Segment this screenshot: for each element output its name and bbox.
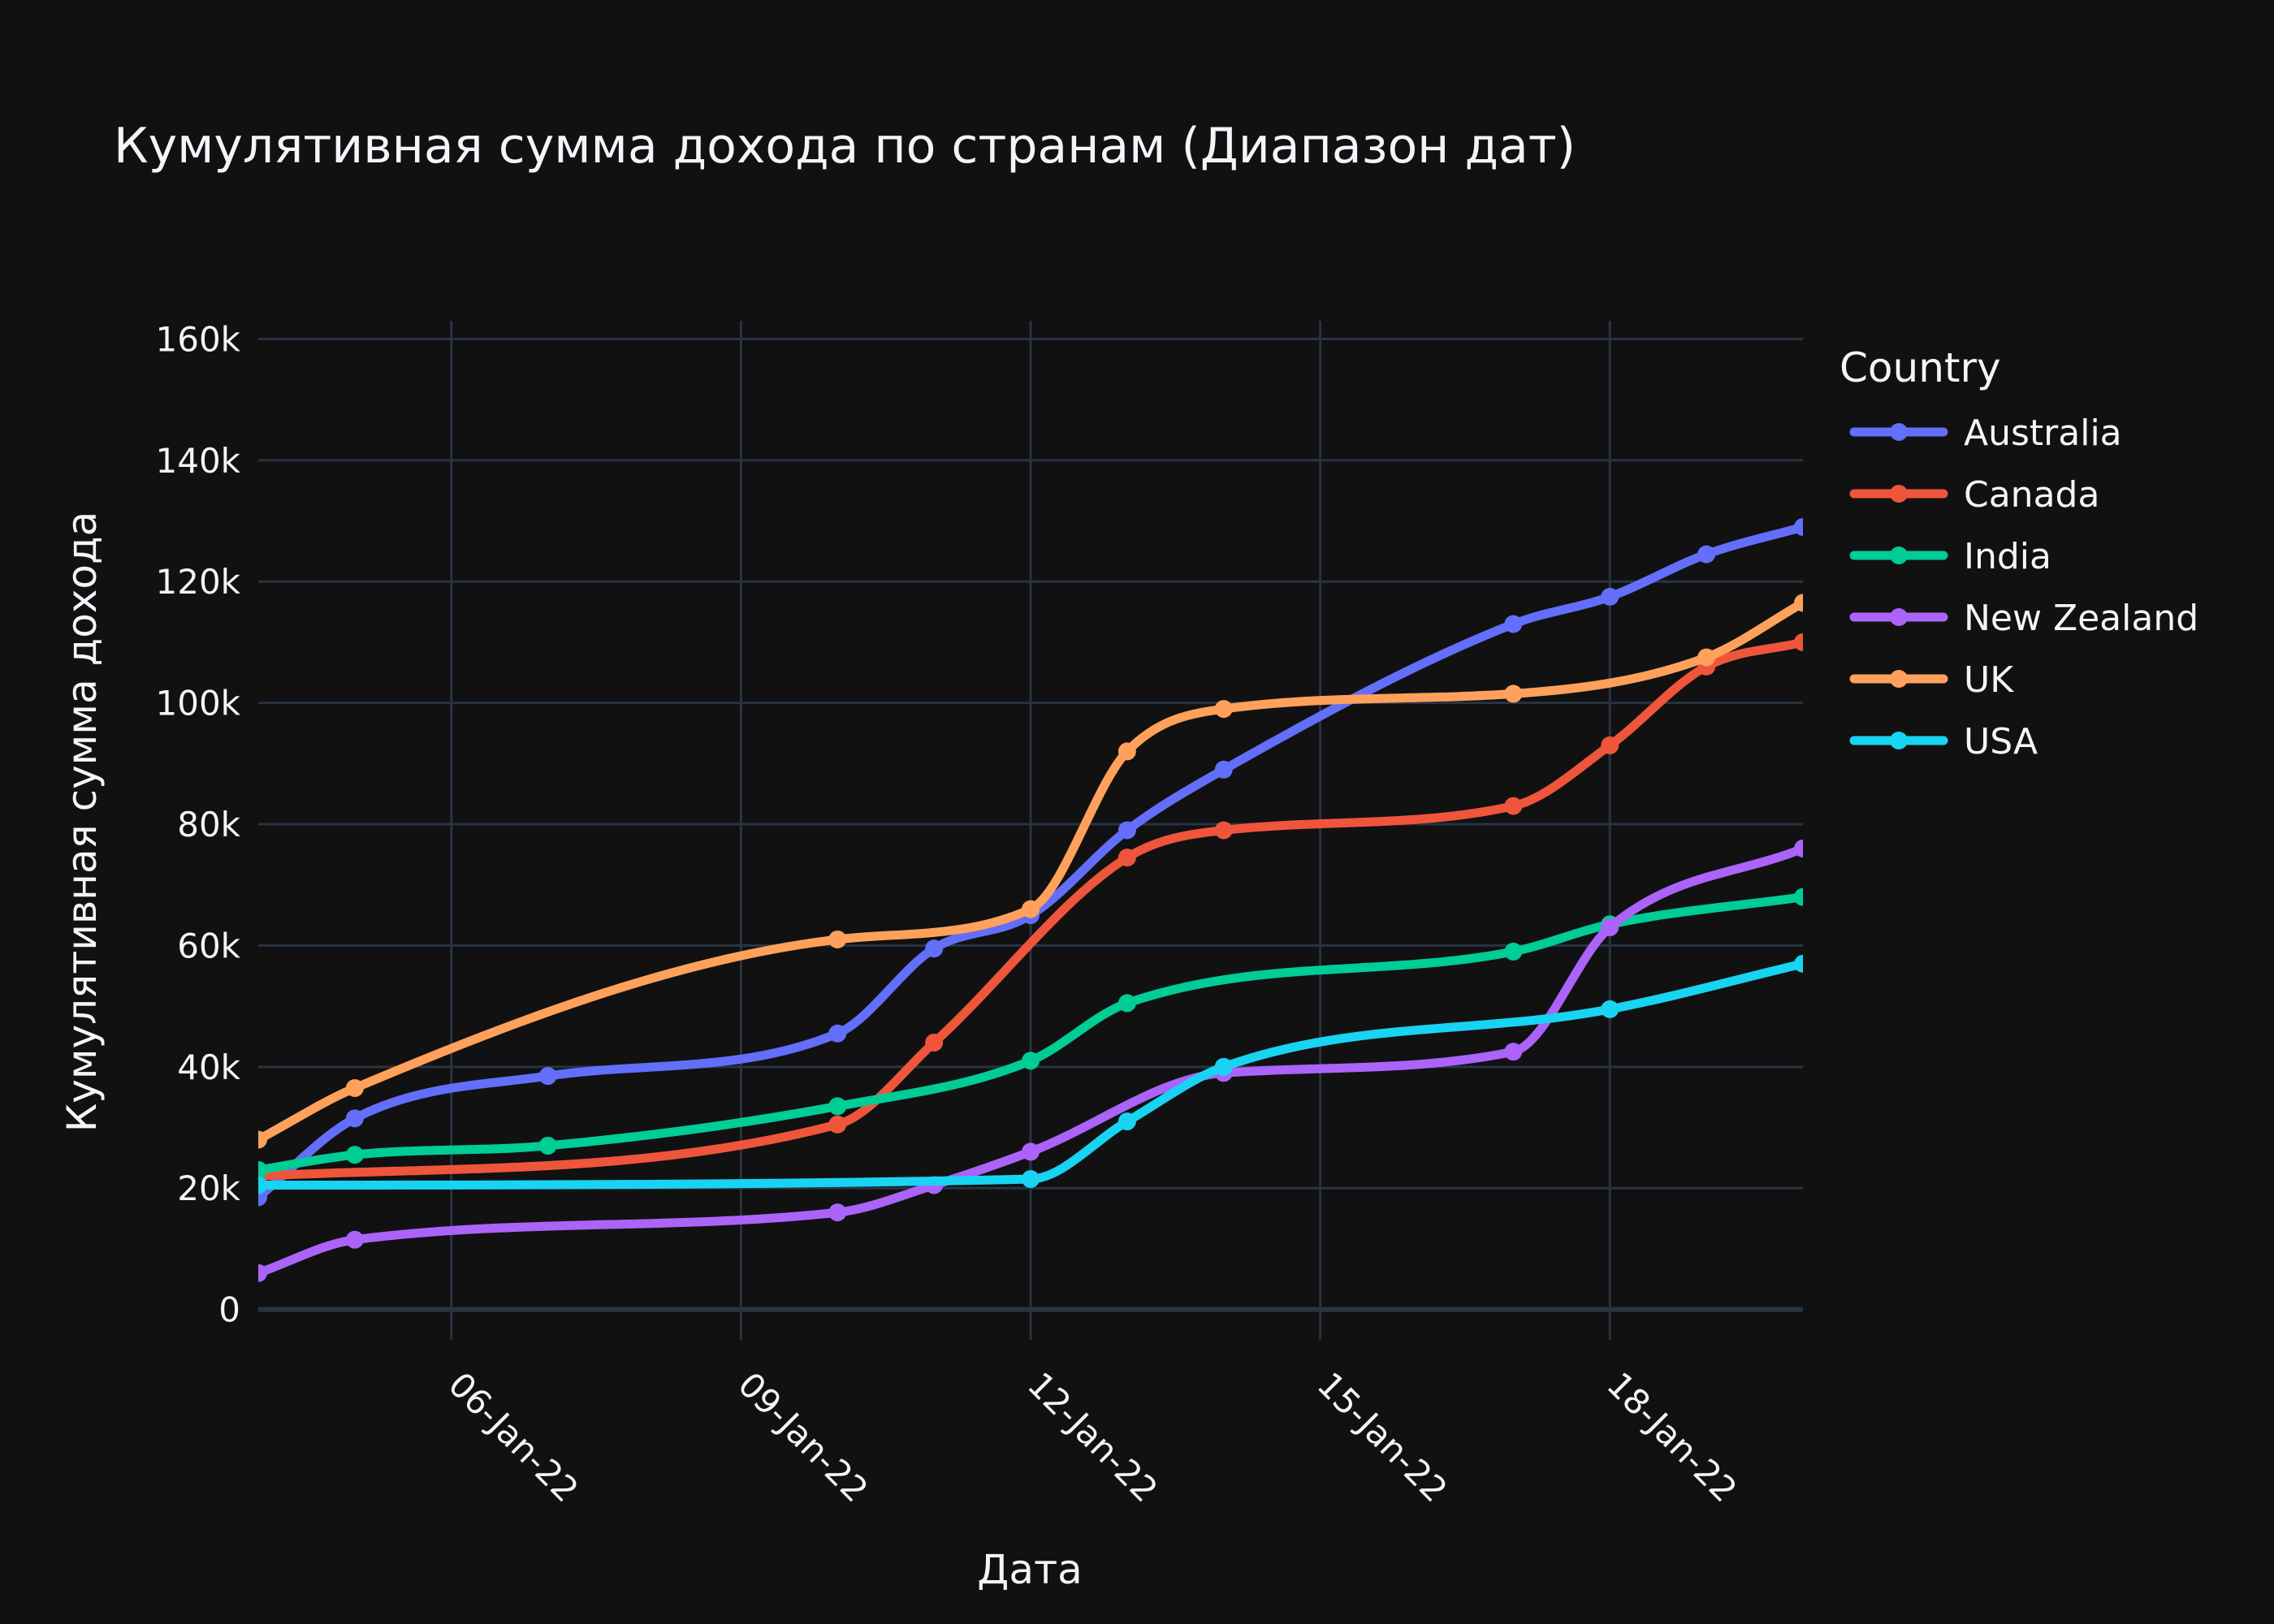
legend-item-canada[interactable]: Canada	[1849, 474, 2099, 516]
data-point-uk	[1794, 594, 1803, 612]
data-point-uk	[828, 930, 847, 948]
data-point-canada	[925, 1033, 944, 1052]
data-point-usa	[258, 1176, 267, 1194]
legend-item-usa[interactable]: USA	[1849, 721, 2038, 762]
y-tick-label: 0	[218, 1290, 240, 1330]
data-point-australia	[925, 939, 944, 958]
chart-title: Кумулятивная сумма дохода по странам (Ди…	[114, 118, 1576, 175]
data-point-usa	[1601, 1000, 1619, 1018]
data-point-india	[1794, 888, 1803, 906]
data-point-canada	[1214, 821, 1233, 840]
series-canada	[258, 633, 1803, 1186]
legend-label: USA	[1964, 721, 2038, 762]
series-usa	[258, 954, 1803, 1194]
data-point-uk	[1504, 685, 1523, 703]
series-lines	[258, 517, 1803, 1282]
data-point-canada	[1601, 736, 1619, 754]
data-point-canada	[1794, 633, 1803, 651]
data-point-canada	[1118, 849, 1136, 867]
data-point-new-zealand	[1022, 1142, 1040, 1161]
data-point-uk	[1022, 900, 1040, 918]
legend-items: Australia Canada India New Zealand UK USA	[1849, 412, 2198, 762]
series-australia	[258, 517, 1803, 1207]
data-point-new-zealand	[1601, 918, 1619, 937]
data-point-australia	[1118, 821, 1136, 840]
x-axis-title: Дата	[977, 1546, 1082, 1593]
y-tick-label: 140k	[156, 441, 241, 481]
x-axis-ticks: 06-Jan-22 09-Jan-22 12-Jan-22 15-Jan-22 18-J…	[441, 1364, 1745, 1510]
legend-title: Country	[1840, 344, 2001, 391]
legend-label: Australia	[1964, 412, 2122, 454]
data-point-canada	[1504, 797, 1523, 815]
legend-marker	[1890, 423, 1908, 441]
series-uk	[258, 594, 1803, 1149]
legend-label: New Zealand	[1964, 598, 2198, 639]
legend-marker	[1890, 546, 1908, 564]
data-point-india	[345, 1146, 364, 1164]
data-point-australia	[538, 1067, 557, 1086]
data-point-australia	[1794, 517, 1803, 536]
x-tick-label: 06-Jan-22	[441, 1364, 586, 1510]
data-point-uk	[258, 1130, 267, 1149]
legend: Country Australia Canada India New Zealand U…	[1840, 344, 2198, 762]
legend-item-australia[interactable]: Australia	[1849, 412, 2122, 454]
data-point-new-zealand	[258, 1263, 267, 1282]
data-point-new-zealand	[1504, 1043, 1523, 1061]
y-tick-label: 100k	[156, 684, 241, 723]
data-point-usa	[1214, 1057, 1233, 1076]
data-point-australia	[1601, 587, 1619, 606]
y-tick-label: 120k	[156, 562, 241, 602]
data-point-australia	[828, 1024, 847, 1043]
series-line-canada	[258, 637, 1803, 1181]
x-tick-label: 12-Jan-22	[1020, 1364, 1165, 1510]
data-point-india	[538, 1136, 557, 1155]
data-point-new-zealand	[828, 1203, 847, 1222]
data-point-australia	[1504, 615, 1523, 633]
data-point-india	[1022, 1052, 1040, 1070]
y-axis-ticks: 0 20k 40k 60k 80k 100k 120k 140k 160k	[156, 319, 241, 1329]
data-point-australia	[1697, 545, 1716, 564]
data-point-usa	[1022, 1170, 1040, 1189]
data-point-australia	[345, 1109, 364, 1128]
data-point-india	[828, 1097, 847, 1116]
y-tick-label: 20k	[177, 1168, 240, 1208]
legend-item-new-zealand[interactable]: New Zealand	[1849, 598, 2198, 639]
x-tick-label: 15-Jan-22	[1310, 1364, 1455, 1510]
data-point-uk	[1118, 742, 1136, 761]
legend-label: India	[1964, 536, 2051, 577]
data-point-usa	[1794, 954, 1803, 973]
data-point-usa	[1118, 1112, 1136, 1131]
y-axis-title: Кумулятивная сумма дохода	[58, 512, 106, 1132]
y-tick-label: 80k	[177, 805, 240, 844]
data-point-new-zealand	[1794, 839, 1803, 857]
legend-marker	[1890, 608, 1908, 626]
data-point-india	[1118, 994, 1136, 1013]
legend-item-india[interactable]: India	[1849, 536, 2051, 577]
legend-item-uk[interactable]: UK	[1849, 659, 2014, 701]
data-point-uk	[1697, 648, 1716, 667]
legend-label: UK	[1964, 659, 2014, 701]
data-point-uk	[345, 1078, 364, 1097]
data-point-australia	[1214, 760, 1233, 779]
y-tick-label: 40k	[177, 1047, 240, 1087]
legend-marker	[1890, 485, 1908, 503]
grid-lines	[258, 321, 1803, 1340]
data-point-canada	[828, 1115, 847, 1134]
data-point-uk	[1214, 700, 1233, 719]
x-tick-label: 09-Jan-22	[730, 1364, 875, 1510]
series-line-uk	[258, 598, 1803, 1144]
y-tick-label: 160k	[156, 319, 241, 359]
y-tick-label: 60k	[177, 926, 240, 965]
x-tick-label: 18-Jan-22	[1599, 1364, 1744, 1510]
legend-marker	[1890, 732, 1908, 749]
data-point-india	[1504, 942, 1523, 961]
data-point-new-zealand	[345, 1230, 364, 1249]
legend-label: Canada	[1964, 474, 2099, 516]
series-line-new-zealand	[258, 844, 1803, 1278]
data-point-india	[258, 1160, 267, 1179]
legend-marker	[1890, 670, 1908, 688]
